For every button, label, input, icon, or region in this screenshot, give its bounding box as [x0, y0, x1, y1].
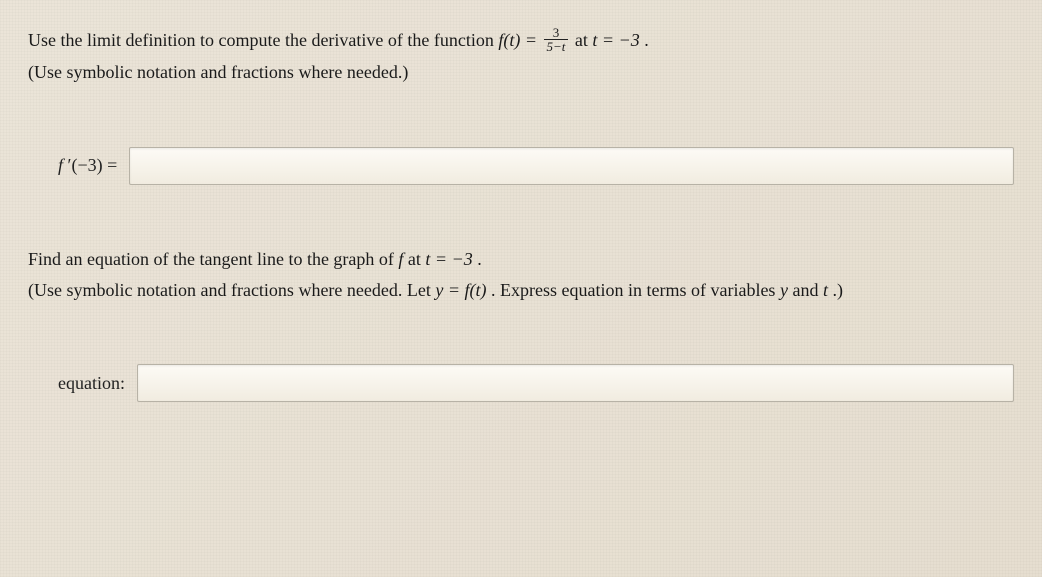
- q2-line2-let: y = f(t): [435, 280, 486, 300]
- q2-line2-var2: t: [823, 280, 828, 300]
- q1-frac-num: 3: [544, 26, 569, 41]
- q2-line1-point: t = −3: [425, 249, 472, 269]
- q1-answer-row: f ′(−3) =: [28, 147, 1014, 185]
- q1-line1-pre: Use the limit definition to compute the …: [28, 30, 498, 50]
- q1-line1-end: .: [644, 30, 649, 50]
- q2-answer-input[interactable]: [137, 364, 1014, 402]
- q2-line2: (Use symbolic notation and fractions whe…: [28, 276, 1014, 305]
- q2-line1-pre: Find an equation of the tangent line to …: [28, 249, 398, 269]
- q1-answer-label: f ′(−3) =: [58, 155, 117, 176]
- q1-line1-point: t = −3: [592, 30, 639, 50]
- q2-line1-func: f: [398, 249, 403, 269]
- q1-fraction: 3 5−t: [544, 26, 569, 54]
- q1-line1: Use the limit definition to compute the …: [28, 26, 1014, 56]
- q2-line1-mid: at: [408, 249, 426, 269]
- q1-func-lhs: f(t) =: [498, 30, 541, 50]
- q1-answer-input[interactable]: [129, 147, 1014, 185]
- q2-line2-and: and: [792, 280, 823, 300]
- q2-answer-label: equation:: [58, 373, 125, 394]
- q2-line2-mid: . Express equation in terms of variables: [491, 280, 780, 300]
- q2-line1-end: .: [477, 249, 482, 269]
- q2-line1: Find an equation of the tangent line to …: [28, 245, 1014, 274]
- q2-line2-end: .): [832, 280, 843, 300]
- q1-line2: (Use symbolic notation and fractions whe…: [28, 58, 1014, 87]
- q1-frac-den: 5−t: [544, 40, 569, 54]
- q1-line1-post-pre: at: [575, 30, 593, 50]
- q2-line2-var1: y: [780, 280, 788, 300]
- q2-answer-row: equation:: [28, 364, 1014, 402]
- q2-line2-pre: (Use symbolic notation and fractions whe…: [28, 280, 435, 300]
